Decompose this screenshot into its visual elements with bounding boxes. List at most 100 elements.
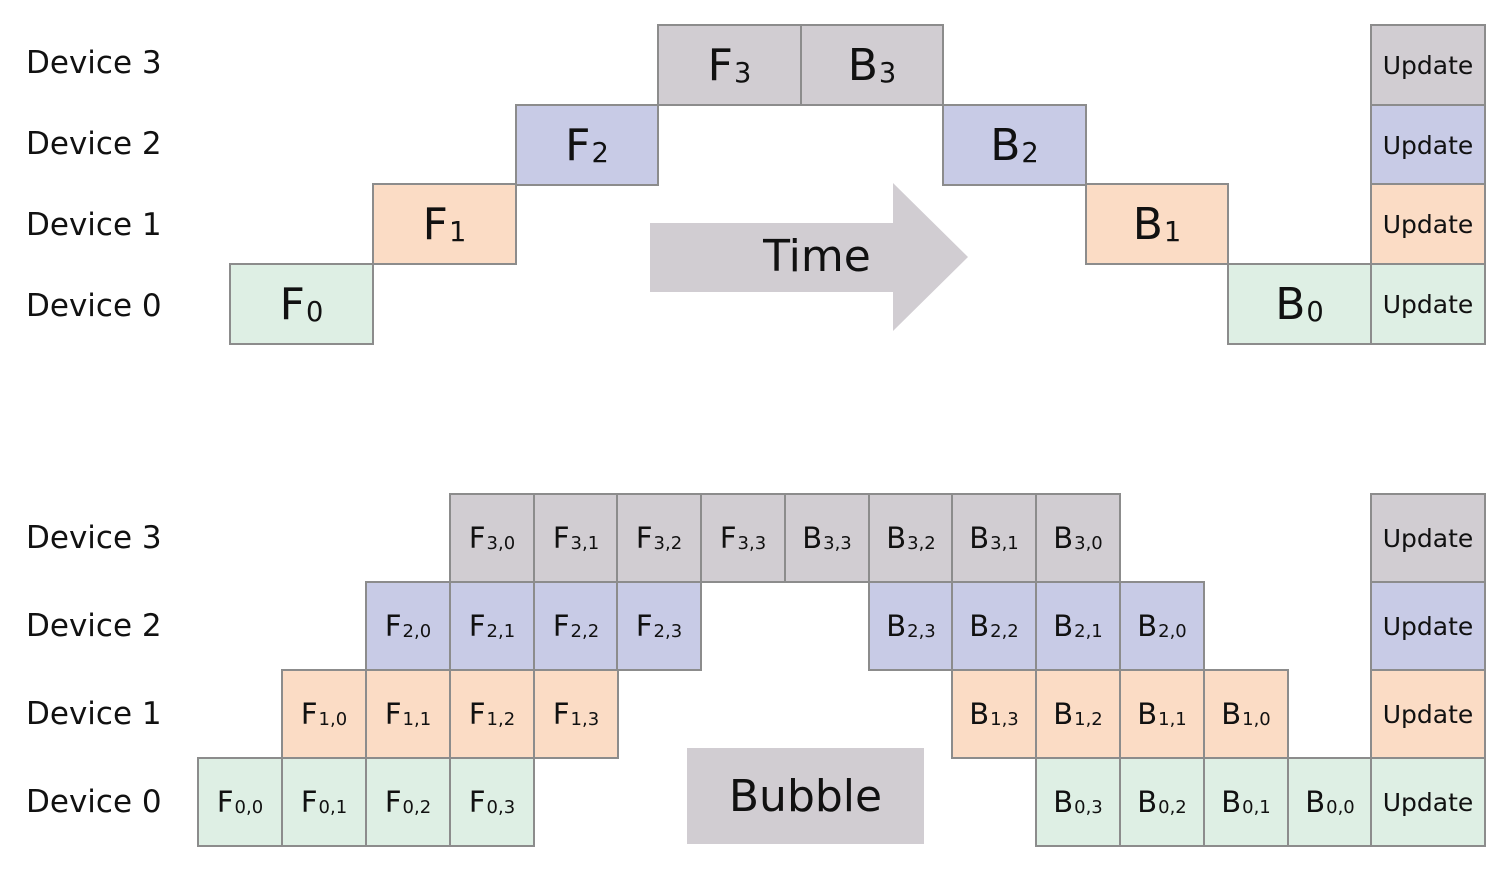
bottom-cell-label: F	[719, 521, 737, 555]
bottom-cell-subscript: 3,3	[823, 533, 852, 555]
bottom-cell-b31: B 3,1	[951, 493, 1037, 583]
bottom-cell-f13: F 1,3	[533, 669, 619, 759]
bottom-cell-subscript: 1,1	[1158, 709, 1187, 731]
top-device-3-label: Device 3	[26, 45, 162, 81]
bottom-cell-u0: Update	[1370, 757, 1486, 847]
bottom-cell-b22: B 2,2	[951, 581, 1037, 671]
bottom-cell-f20: F 2,0	[365, 581, 451, 671]
bottom-cell-f03: F 0,3	[449, 757, 535, 847]
bottom-cell-subscript: 1,3	[990, 709, 1019, 731]
bottom-cell-subscript: 1,2	[1074, 709, 1103, 731]
bottom-cell-label: B	[802, 521, 823, 555]
bottom-cell-b32: B 3,2	[868, 493, 954, 583]
bottom-cell-label: B	[1221, 697, 1242, 731]
bottom-cell-subscript: 2,2	[570, 621, 600, 643]
bottom-cell-label: B	[1137, 697, 1158, 731]
top-cell-subscript: 3	[878, 58, 897, 90]
top-cell-label: B	[990, 119, 1021, 171]
bottom-cell-subscript: 1,3	[570, 709, 600, 731]
bottom-cell-b02: B 0,2	[1119, 757, 1205, 847]
bottom-cell-b13: B 1,3	[951, 669, 1037, 759]
bottom-device-3-label: Device 3	[26, 520, 162, 556]
bottom-cell-subscript: 3,2	[653, 533, 683, 555]
bottom-cell-label: F	[300, 697, 318, 731]
bottom-cell-subscript: 0,3	[1074, 797, 1103, 819]
top-cell-label: F	[279, 278, 305, 330]
bottom-cell-label: B	[1053, 609, 1074, 643]
bottom-cell-label: F	[468, 697, 486, 731]
bottom-cell-subscript: 0,3	[486, 797, 516, 819]
bottom-cell-label: B	[1053, 697, 1074, 731]
bottom-cell-label: F	[468, 521, 486, 555]
bottom-cell-f02: F 0,2	[365, 757, 451, 847]
bottom-cell-f11: F 1,1	[365, 669, 451, 759]
bottom-cell-subscript: 3,2	[907, 533, 936, 555]
bottom-cell-subscript: 0,0	[1326, 797, 1355, 819]
bottom-cell-label: Update	[1382, 611, 1474, 641]
bottom-cell-subscript: 0,0	[234, 797, 264, 819]
bottom-cell-label: F	[300, 785, 318, 819]
bottom-cell-label: F	[384, 609, 402, 643]
bottom-cell-u2: Update	[1370, 581, 1486, 671]
bottom-cell-f22: F 2,2	[533, 581, 619, 671]
bottom-cell-subscript: 1,0	[318, 709, 348, 731]
bottom-cell-subscript: 3,3	[737, 533, 767, 555]
top-cell-label: F	[707, 39, 733, 91]
bottom-cell-label: B	[969, 697, 990, 731]
bottom-device-1-label: Device 1	[26, 696, 162, 732]
top-cell-u1: Update	[1370, 183, 1486, 265]
bottom-cell-subscript: 3,1	[570, 533, 600, 555]
bottom-cell-b33: B 3,3	[784, 493, 870, 583]
bottom-device-2-label: Device 2	[26, 608, 162, 644]
bottom-cell-b11: B 1,1	[1119, 669, 1205, 759]
bottom-cell-subscript: 2,3	[907, 621, 936, 643]
top-cell-u2: Update	[1370, 104, 1486, 186]
bubble-label: Bubble	[687, 748, 924, 844]
bottom-cell-subscript: 0,2	[1158, 797, 1187, 819]
bottom-cell-b23: B 2,3	[868, 581, 954, 671]
bottom-cell-label: F	[552, 697, 570, 731]
top-cell-label: Update	[1382, 289, 1474, 319]
bottom-cell-subscript: 2,1	[1074, 621, 1103, 643]
bottom-cell-label: F	[384, 785, 402, 819]
bottom-cell-subscript: 2,0	[1158, 621, 1187, 643]
bottom-cell-b30: B 3,0	[1035, 493, 1121, 583]
bottom-cell-subscript: 3,1	[990, 533, 1019, 555]
top-cell-label: F	[422, 198, 448, 250]
top-cell-subscript: 2	[591, 138, 609, 170]
bottom-cell-b20: B 2,0	[1119, 581, 1205, 671]
top-device-0-label: Device 0	[26, 288, 162, 324]
top-cell-subscript: 3	[733, 58, 752, 90]
bottom-cell-label: F	[468, 609, 486, 643]
bottom-cell-label: B	[1137, 785, 1158, 819]
bottom-cell-subscript: 2,3	[653, 621, 683, 643]
bottom-cell-subscript: 0,2	[402, 797, 432, 819]
top-cell-subscript: 0	[305, 297, 324, 329]
top-cell-label: F	[565, 119, 591, 171]
bottom-cell-label: B	[886, 521, 907, 555]
bottom-cell-subscript: 1,1	[402, 709, 432, 731]
top-cell-label: B	[847, 39, 878, 91]
bottom-cell-b03: B 0,3	[1035, 757, 1121, 847]
bottom-device-0-label: Device 0	[26, 784, 162, 820]
top-device-1-label: Device 1	[26, 207, 162, 243]
bottom-cell-label: Update	[1382, 787, 1474, 817]
bottom-cell-f31: F 3,1	[533, 493, 619, 583]
bottom-cell-label: F	[635, 609, 653, 643]
top-cell-u0: Update	[1370, 263, 1486, 345]
bottom-cell-f10: F 1,0	[281, 669, 367, 759]
bottom-cell-u3: Update	[1370, 493, 1486, 583]
bottom-cell-label: B	[1053, 785, 1074, 819]
bottom-cell-subscript: 2,0	[402, 621, 432, 643]
top-cell-subscript: 1	[448, 217, 467, 249]
top-cell-label: Update	[1382, 50, 1474, 80]
top-cell-u3: Update	[1370, 24, 1486, 106]
bottom-cell-label: B	[1137, 609, 1158, 643]
